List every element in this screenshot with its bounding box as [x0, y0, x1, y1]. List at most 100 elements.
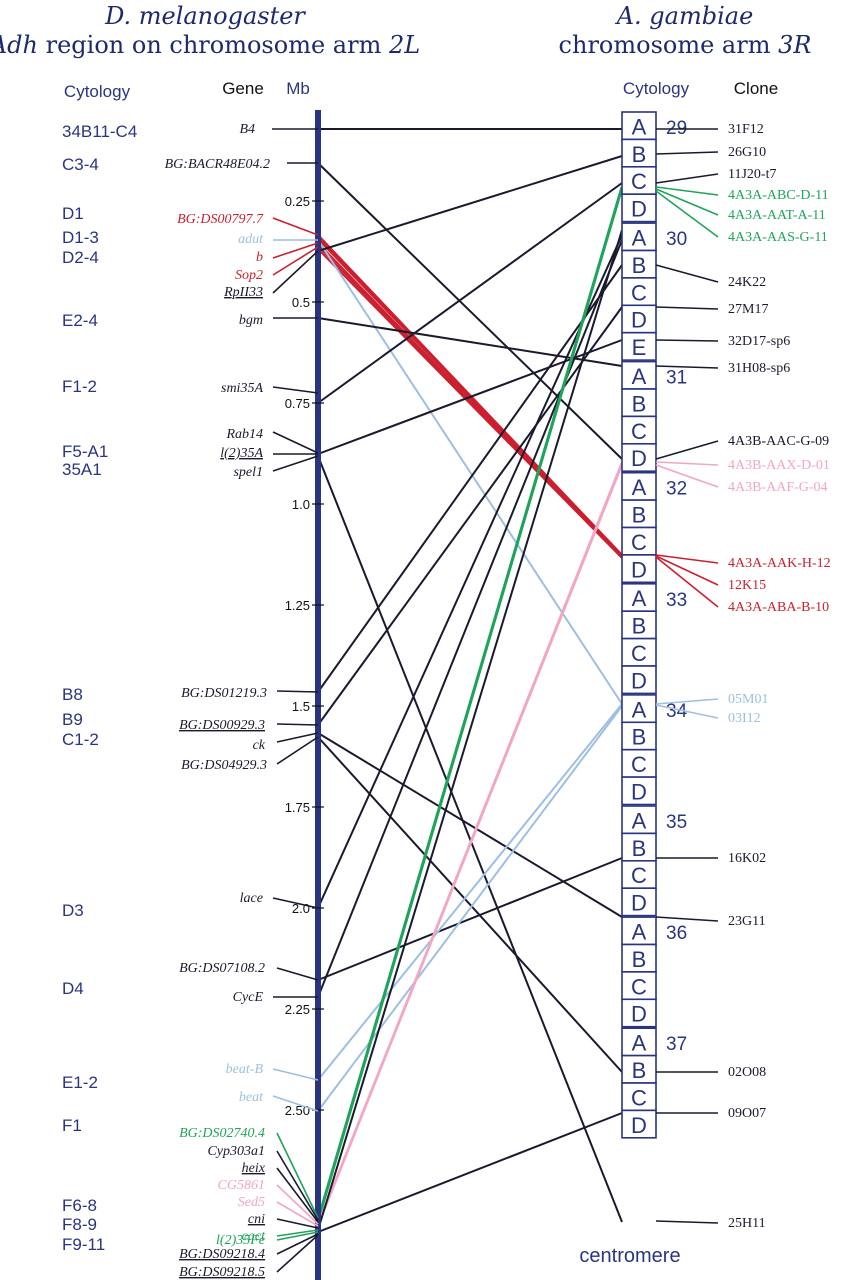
cytology-band-label: C: [631, 169, 647, 194]
cytology-band-label: D: [631, 557, 647, 582]
clone-label: 4A3A-AAK-H-12: [728, 556, 831, 571]
cytology-left-label: C1-2: [62, 730, 99, 749]
cytology-left-label: E2-4: [62, 311, 98, 330]
cytology-band-label: B: [632, 836, 647, 861]
synteny-link: [317, 339, 623, 455]
synteny-links: [316, 128, 624, 1233]
cytology-band: [621, 721, 657, 751]
cytology-band: [621, 776, 657, 806]
cytology-left-label: D1: [62, 204, 84, 223]
cytology-band: [621, 805, 657, 835]
clone-label: 12K15: [728, 578, 766, 593]
synteny-link: [317, 455, 623, 1223]
left-title-line2: Adh region on chromosome arm 2L: [0, 31, 420, 59]
clone-leader-line: [655, 440, 719, 460]
clone-leader-line: [655, 704, 719, 719]
cytology-band-label: C: [631, 1085, 647, 1110]
clone-label: 31F12: [728, 122, 764, 137]
clone-label: 24K22: [728, 275, 766, 290]
cytology-band: [621, 694, 657, 724]
clone-leader-line: [655, 461, 719, 466]
cytology-left-label: D1-3: [62, 228, 99, 247]
gene-leader-line: [272, 1068, 319, 1081]
right-title-line1: A. gambiae: [615, 2, 754, 30]
cytology-band-label: A: [632, 364, 647, 389]
mb-tick-label: 2.25: [285, 1002, 310, 1017]
gene-label: BG:DS01219.3: [181, 686, 267, 701]
gene-label: cni: [248, 1212, 265, 1227]
cytology-left-label: F6-8: [62, 1196, 97, 1215]
synteny-link: [317, 306, 623, 726]
gene-labels: B4 BG:BACR48E04.2 BG:DS00797.7 adut b Sop2 RpI…: [165, 122, 319, 1280]
cytology-band-label: D: [631, 780, 647, 805]
gene-leader-line: [276, 723, 319, 726]
gene-label: Sed5: [238, 1195, 265, 1210]
gene-leader-line: [272, 242, 319, 259]
synteny-link: [317, 155, 623, 252]
cytology-band: [621, 138, 657, 168]
header-cytology-right: Cytology: [623, 79, 690, 98]
gene-label: RpII33: [223, 285, 263, 300]
cytology-band-label: C: [631, 974, 647, 999]
cytology-band: [621, 1082, 657, 1112]
cytology-band: [621, 665, 657, 695]
gene-leader-line: [272, 217, 319, 236]
gene-label: BG:BACR48E04.2: [165, 157, 270, 172]
gene-leader-line: [276, 1132, 319, 1219]
synteny-link: [317, 248, 623, 559]
cytology-left-label: F1: [62, 1116, 82, 1135]
right-title-arm: 3R: [778, 31, 811, 59]
cytology-left-label: F5-A1: [62, 442, 108, 461]
cytology-band-label: C: [631, 752, 647, 777]
header-gene: Gene: [222, 79, 264, 98]
mb-tick-label: 0.75: [285, 396, 310, 411]
gene-leader-line: [276, 1150, 319, 1221]
cytology-band-label: B: [632, 1058, 647, 1083]
gene-leader-line: [276, 1233, 319, 1255]
gene-leader-line: [276, 1234, 319, 1273]
gene-label: Sop2: [235, 268, 263, 283]
clone-label: 4A3A-AAS-G-11: [728, 230, 828, 245]
clone-label: 03I12: [728, 711, 761, 726]
cytology-left-label: 34B11-C4: [62, 122, 137, 141]
cytology-band-label: C: [631, 641, 647, 666]
clone-label: 02O08: [728, 1065, 766, 1080]
cytology-band: [621, 1054, 657, 1084]
right-cytology-bands: 29ABCD30ABCDE31ABCD32ABCD33ABCD34ABCD35A…: [621, 111, 688, 1139]
clone-label: 05M01: [728, 692, 768, 707]
cytology-band-label: B: [632, 725, 647, 750]
gene-label: heix: [242, 1161, 266, 1176]
cytology-left-label: B8: [62, 685, 83, 704]
mb-tick-label: 1.5: [292, 699, 310, 714]
cytology-band-label: B: [632, 142, 647, 167]
gene-label: spel1: [233, 465, 263, 480]
mb-ticks: 0.250.50.751.01.251.51.752.02.252.50: [285, 194, 324, 1118]
left-title-line1: D. melanogaster: [104, 2, 306, 30]
clone-leader-line: [655, 555, 719, 586]
cytology-left-label: 35A1: [62, 460, 102, 479]
cytology-band-label: B: [632, 503, 647, 528]
gene-leader-line: [272, 897, 319, 909]
cytology-band: [621, 1109, 657, 1139]
cytology-band-label: D: [631, 308, 647, 333]
cytology-left-label: E1-2: [62, 1073, 98, 1092]
cytology-left-label: D3: [62, 901, 84, 920]
clone-leader-line: [655, 264, 719, 283]
cytology-band: [621, 748, 657, 778]
gene-leader-line: [272, 386, 319, 394]
clone-label: 31H08-sp6: [728, 361, 790, 376]
synteny-link: [317, 264, 623, 693]
clone-label: 4A3A-ABA-B-10: [728, 600, 829, 615]
cytology-band: [621, 998, 657, 1028]
clone-leader-line: [655, 464, 719, 488]
gene-label: Cyp303a1: [207, 1144, 265, 1159]
cytology-band-label: D: [631, 891, 647, 916]
left-title: D. melanogaster Adh region on chromosome…: [0, 2, 420, 59]
gene-label: BG:DS02740.4: [179, 1126, 265, 1141]
cytology-band-label: A: [632, 586, 647, 611]
clone-leader-line: [655, 1220, 719, 1224]
synteny-link: [317, 182, 623, 404]
clone-labels: 31F12 26G10 11J20-t7 4A3A-ABC-D-11 4A3A-AAT-…: [655, 122, 831, 1231]
gene-leader-line: [276, 1184, 319, 1225]
gene-label: l(2)35Fe: [216, 1233, 265, 1248]
